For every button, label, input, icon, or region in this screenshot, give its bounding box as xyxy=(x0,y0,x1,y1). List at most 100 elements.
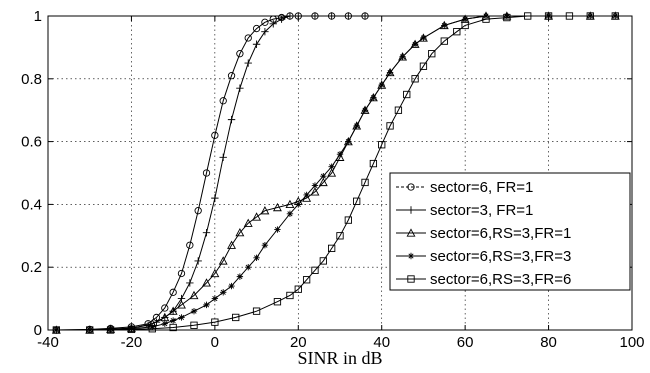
y-tick-label: 0.4 xyxy=(21,196,42,213)
data-point-star xyxy=(274,226,281,233)
legend-label: sector=6,RS=3,FR=1 xyxy=(430,225,571,242)
series-line xyxy=(56,15,616,331)
data-point-circle xyxy=(194,207,202,215)
data-point-star xyxy=(178,314,185,321)
data-point-star xyxy=(420,34,427,42)
data-point-circle xyxy=(236,50,244,58)
data-point-star xyxy=(378,81,385,89)
data-point-square xyxy=(311,266,319,274)
data-point-square xyxy=(503,13,511,22)
data-point-star xyxy=(361,107,369,114)
y-tick-label: 0.2 xyxy=(21,259,42,276)
data-point-square xyxy=(232,313,240,322)
data-point-square xyxy=(378,141,386,149)
data-point-star xyxy=(190,307,198,315)
data-point-circle xyxy=(202,169,211,177)
data-point-plus xyxy=(186,279,194,287)
data-point-circle xyxy=(227,72,236,80)
data-point-plus xyxy=(211,194,219,202)
data-point-square xyxy=(169,323,177,332)
data-point-star xyxy=(261,242,269,249)
data-point-square xyxy=(273,298,282,306)
legend-entry: sector=6,RS=3,FR=3 xyxy=(396,248,571,265)
x-tick-label: 60 xyxy=(457,334,474,351)
data-point-plus xyxy=(407,206,415,214)
data-point-triangle xyxy=(272,202,282,212)
x-tick-label: 0 xyxy=(211,334,219,351)
data-point-star xyxy=(236,273,244,280)
data-point-square xyxy=(419,62,428,70)
legend-entry: sector=6,RS=3,FR=1 xyxy=(396,225,571,242)
data-point-star xyxy=(149,323,156,331)
series-line xyxy=(56,15,365,331)
x-tick-label: -20 xyxy=(121,334,143,351)
data-point-circle xyxy=(161,304,169,312)
series-plus xyxy=(52,12,369,334)
data-point-triangle xyxy=(406,228,416,237)
data-point-triangle xyxy=(285,199,295,209)
data-point-circle xyxy=(186,241,194,249)
series-square xyxy=(52,12,619,334)
data-point-circle xyxy=(219,97,227,105)
legend-entry: sector=6, FR=1 xyxy=(396,179,533,196)
data-point-circle xyxy=(244,34,252,42)
data-point-triangle xyxy=(227,240,236,249)
data-point-square xyxy=(286,291,294,300)
data-point-square xyxy=(148,325,156,333)
data-point-star xyxy=(303,191,310,199)
data-point-square xyxy=(302,276,311,284)
data-point-plus xyxy=(236,84,244,92)
data-point-star xyxy=(253,254,260,261)
data-point-plus xyxy=(269,20,277,28)
data-point-star xyxy=(220,289,227,296)
data-point-star xyxy=(370,94,377,101)
data-point-star xyxy=(328,163,335,170)
data-point-triangle xyxy=(260,206,270,215)
y-tick-label: 1 xyxy=(34,8,42,25)
y-tick-label: 0.6 xyxy=(21,134,42,151)
data-point-square xyxy=(361,178,369,187)
x-tick-label: 20 xyxy=(290,334,307,351)
data-point-star xyxy=(203,301,210,309)
data-point-triangle xyxy=(252,212,262,221)
legend-label: sector=6,RS=3,FR=6 xyxy=(430,271,571,288)
data-point-star xyxy=(286,210,294,218)
data-point-square xyxy=(294,285,302,293)
data-point-square xyxy=(353,197,361,205)
data-point-circle xyxy=(211,131,219,139)
plot-frame xyxy=(47,15,633,331)
y-tick-label: 0.8 xyxy=(21,71,42,88)
legend-label: sector=6, FR=1 xyxy=(430,179,533,196)
data-point-circle xyxy=(252,24,261,33)
data-point-square xyxy=(386,122,394,130)
data-point-star xyxy=(320,172,327,180)
data-point-triangle xyxy=(302,193,312,202)
data-point-square xyxy=(190,321,198,329)
data-point-plus xyxy=(227,115,236,124)
legend: sector=6, FR=1 sector=3, FR=1 sector=6,RS=… xyxy=(389,172,631,291)
data-point-triangle xyxy=(168,306,178,315)
data-point-star xyxy=(336,150,344,158)
series-circle xyxy=(52,12,369,334)
data-point-square xyxy=(336,232,344,240)
data-point-triangle xyxy=(235,228,245,237)
data-point-triangle xyxy=(202,278,211,287)
data-point-star xyxy=(407,252,415,260)
data-point-star xyxy=(295,201,302,208)
data-point-star xyxy=(107,326,114,333)
x-axis-title: SINR in dB xyxy=(297,348,382,368)
x-tick-label: 40 xyxy=(373,334,390,351)
series-line xyxy=(56,15,365,331)
data-point-triangle xyxy=(177,300,186,309)
legend-label: sector=6,RS=3,FR=3 xyxy=(430,248,571,265)
data-point-plus xyxy=(194,257,202,265)
data-point-star xyxy=(228,282,235,290)
data-point-star xyxy=(161,320,168,327)
legend-label: sector=3, FR=1 xyxy=(430,202,533,219)
data-point-star xyxy=(245,264,252,271)
data-point-star xyxy=(399,53,406,61)
data-point-plus xyxy=(219,153,227,161)
data-point-triangle xyxy=(310,187,320,196)
data-point-star xyxy=(345,138,352,145)
data-point-square xyxy=(394,106,403,114)
